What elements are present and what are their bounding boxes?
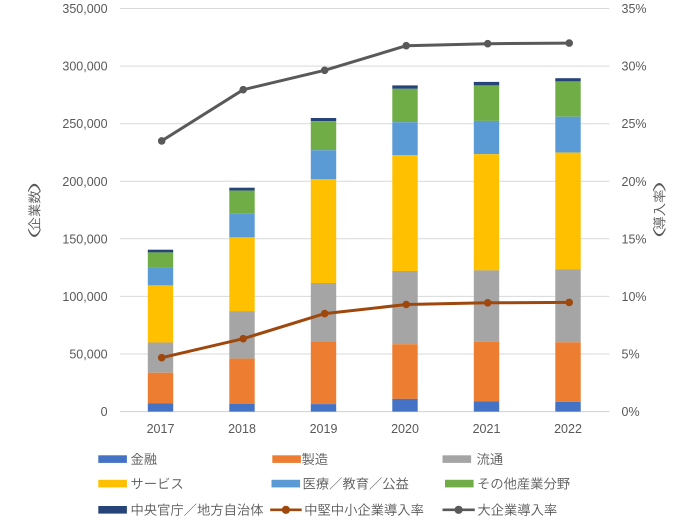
- svg-text:2020: 2020: [391, 422, 419, 436]
- svg-text:2021: 2021: [473, 422, 501, 436]
- svg-text:0%: 0%: [622, 405, 640, 419]
- svg-text:350,000: 350,000: [62, 2, 107, 16]
- svg-text:0: 0: [101, 405, 108, 419]
- svg-text:20%: 20%: [622, 175, 647, 189]
- svg-text:25%: 25%: [622, 117, 647, 131]
- svg-text:35%: 35%: [622, 2, 647, 16]
- svg-text:200,000: 200,000: [62, 175, 107, 189]
- svg-text:2018: 2018: [228, 422, 256, 436]
- svg-text:2022: 2022: [554, 422, 582, 436]
- svg-text:15%: 15%: [622, 232, 647, 246]
- svg-text:150,000: 150,000: [62, 232, 107, 246]
- svg-text:2019: 2019: [310, 422, 338, 436]
- svg-text:100,000: 100,000: [62, 290, 107, 304]
- svg-text:30%: 30%: [622, 60, 647, 74]
- svg-text:2017: 2017: [147, 422, 175, 436]
- svg-text:10%: 10%: [622, 290, 647, 304]
- svg-text:300,000: 300,000: [62, 60, 107, 74]
- svg-text:50,000: 50,000: [69, 348, 107, 362]
- svg-text:5%: 5%: [622, 348, 640, 362]
- svg-text:250,000: 250,000: [62, 117, 107, 131]
